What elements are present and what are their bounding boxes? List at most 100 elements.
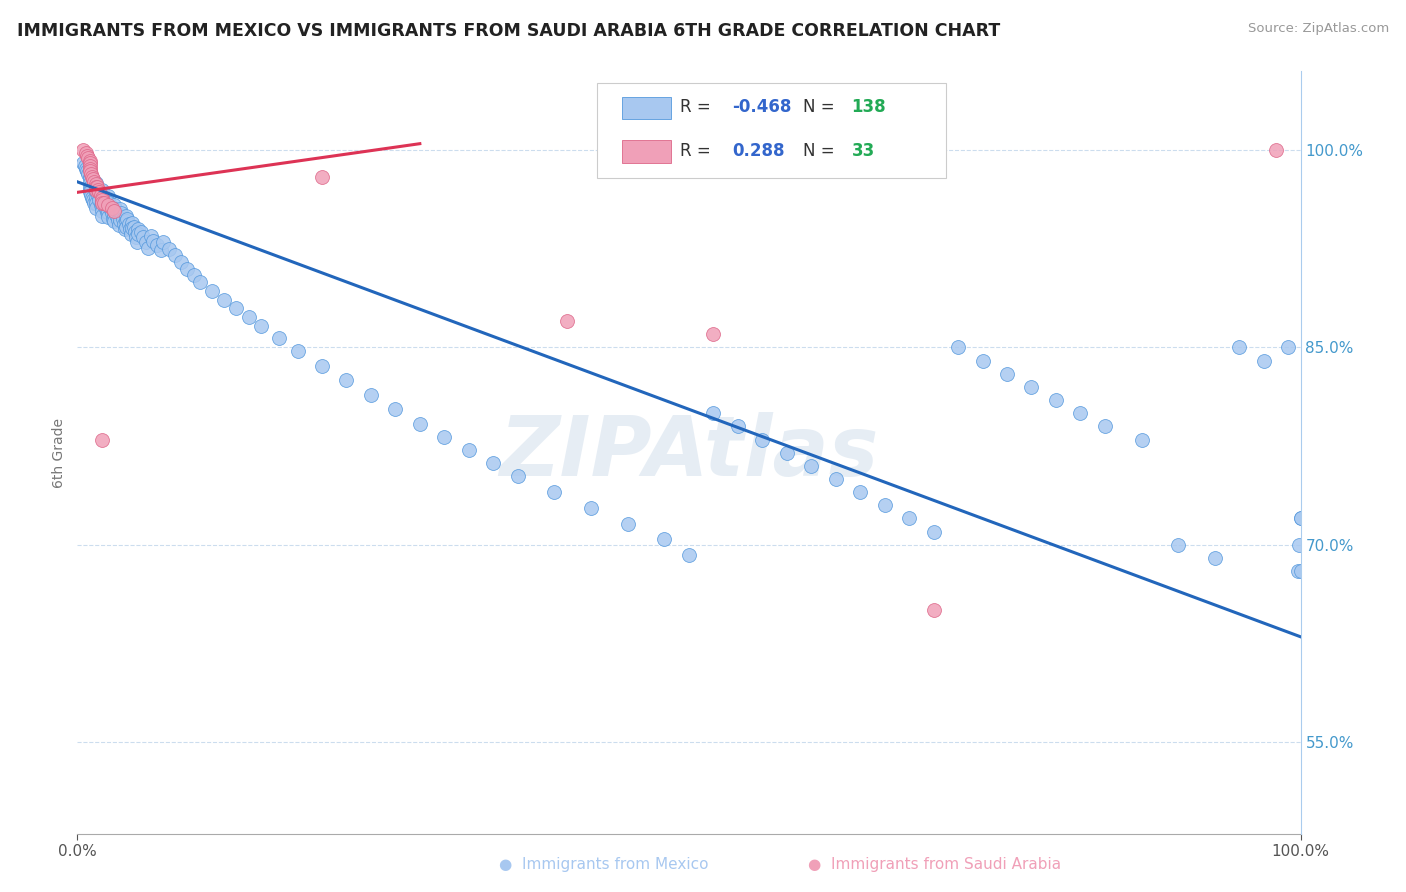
Point — [112, 217, 135, 231]
Point — [79, 176, 101, 190]
Point — [873, 498, 896, 512]
Point — [543, 485, 565, 500]
Point — [84, 176, 107, 190]
Bar — [621, 96, 671, 120]
Point — [124, 225, 146, 239]
Point — [90, 209, 112, 223]
Point — [433, 430, 456, 444]
Point — [142, 234, 165, 248]
Bar — [621, 140, 671, 163]
Point — [1229, 341, 1251, 355]
Point — [1289, 564, 1312, 578]
Point — [115, 214, 138, 228]
Point — [87, 188, 110, 202]
Point — [105, 208, 128, 222]
Point — [115, 209, 138, 223]
Point — [118, 222, 141, 236]
Point — [170, 255, 193, 269]
Point — [80, 169, 103, 184]
Point — [157, 242, 180, 256]
Point — [79, 186, 101, 200]
Point — [127, 222, 149, 236]
Point — [79, 153, 101, 168]
Point — [82, 193, 104, 207]
Point — [98, 195, 121, 210]
Point — [110, 206, 132, 220]
Point — [269, 331, 291, 345]
Text: IMMIGRANTS FROM MEXICO VS IMMIGRANTS FROM SAUDI ARABIA 6TH GRADE CORRELATION CHA: IMMIGRANTS FROM MEXICO VS IMMIGRANTS FRO… — [17, 22, 1000, 40]
Point — [111, 211, 134, 226]
Point — [409, 417, 432, 431]
Point — [238, 310, 260, 325]
Point — [90, 195, 112, 210]
Point — [93, 195, 115, 210]
Point — [751, 433, 773, 447]
Point — [108, 202, 131, 217]
Text: Source: ZipAtlas.com: Source: ZipAtlas.com — [1249, 22, 1389, 36]
Point — [100, 201, 122, 215]
Point — [132, 230, 155, 244]
Point — [76, 164, 98, 178]
Point — [90, 198, 112, 212]
Point — [97, 194, 120, 209]
Point — [97, 189, 120, 203]
Point — [946, 341, 969, 355]
Point — [654, 533, 676, 547]
Text: R =: R = — [681, 143, 717, 161]
Point — [727, 419, 749, 434]
Point — [97, 205, 120, 219]
Point — [82, 172, 104, 186]
Point — [90, 188, 112, 202]
Point — [1045, 393, 1067, 408]
Point — [146, 238, 169, 252]
Point — [1069, 406, 1091, 420]
Point — [120, 227, 142, 242]
Text: -0.468: -0.468 — [731, 98, 792, 116]
Point — [86, 180, 108, 194]
Point — [79, 169, 101, 184]
Point — [101, 211, 124, 226]
Point — [84, 195, 107, 210]
Point — [84, 191, 107, 205]
Point — [122, 219, 145, 234]
Point — [1094, 419, 1116, 434]
Point — [77, 151, 100, 165]
Point — [136, 241, 159, 255]
Point — [90, 193, 112, 207]
Point — [72, 143, 94, 157]
Point — [103, 209, 125, 223]
Point — [90, 188, 112, 202]
Point — [98, 201, 121, 215]
Point — [84, 201, 107, 215]
Point — [250, 319, 273, 334]
Point — [1204, 550, 1226, 565]
Point — [995, 367, 1018, 381]
Point — [75, 145, 97, 160]
Point — [702, 406, 724, 420]
Point — [922, 524, 945, 539]
Point — [80, 191, 103, 205]
Text: 33: 33 — [852, 143, 875, 161]
Point — [107, 213, 129, 227]
Point — [1265, 143, 1288, 157]
Point — [80, 188, 103, 202]
Point — [87, 183, 110, 197]
Point — [103, 203, 125, 218]
Point — [90, 193, 112, 207]
Point — [79, 183, 101, 197]
Point — [118, 217, 141, 231]
Point — [114, 222, 136, 236]
Point — [93, 194, 115, 209]
Point — [506, 469, 529, 483]
Point — [678, 548, 700, 562]
Point — [84, 183, 107, 197]
Point — [76, 148, 98, 162]
Point — [104, 202, 127, 217]
Point — [617, 516, 640, 531]
Point — [1286, 564, 1309, 578]
Point — [89, 193, 111, 207]
Point — [922, 603, 945, 617]
Point — [165, 248, 187, 262]
Point — [183, 268, 205, 282]
Point — [129, 225, 152, 239]
